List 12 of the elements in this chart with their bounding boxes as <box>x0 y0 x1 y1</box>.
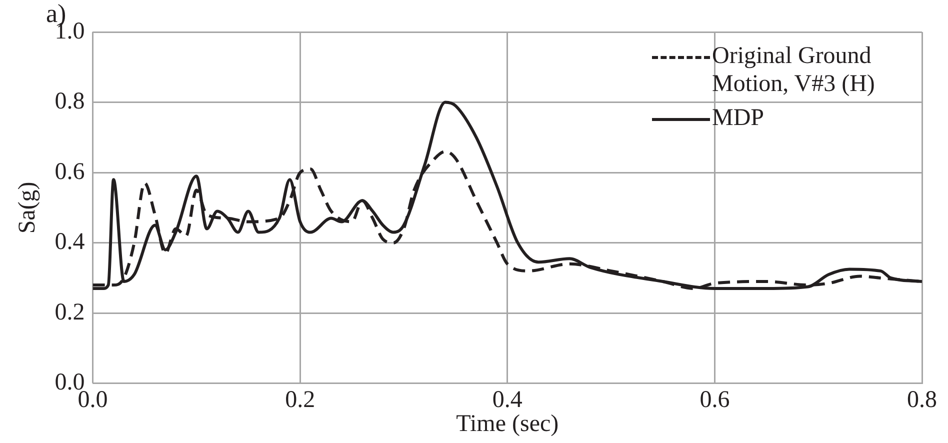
y-tick-label: 0.8 <box>54 88 85 115</box>
x-tick-label: 0.2 <box>285 387 316 414</box>
x-tick-label: 0.6 <box>700 387 730 414</box>
x-axis-title: Time (sec) <box>456 410 559 437</box>
y-tick-label: 0.2 <box>54 299 85 326</box>
x-tick-label: 0.8 <box>907 387 937 414</box>
x-tick-label: 0.4 <box>492 387 522 414</box>
legend-label: MDP <box>712 104 766 132</box>
legend-label: Original Ground Motion, V#3 (H) <box>712 42 876 98</box>
y-tick-label: 0.6 <box>54 158 85 185</box>
y-tick-label: 0.4 <box>54 229 85 256</box>
y-axis-title: Sa(g) <box>14 182 41 234</box>
